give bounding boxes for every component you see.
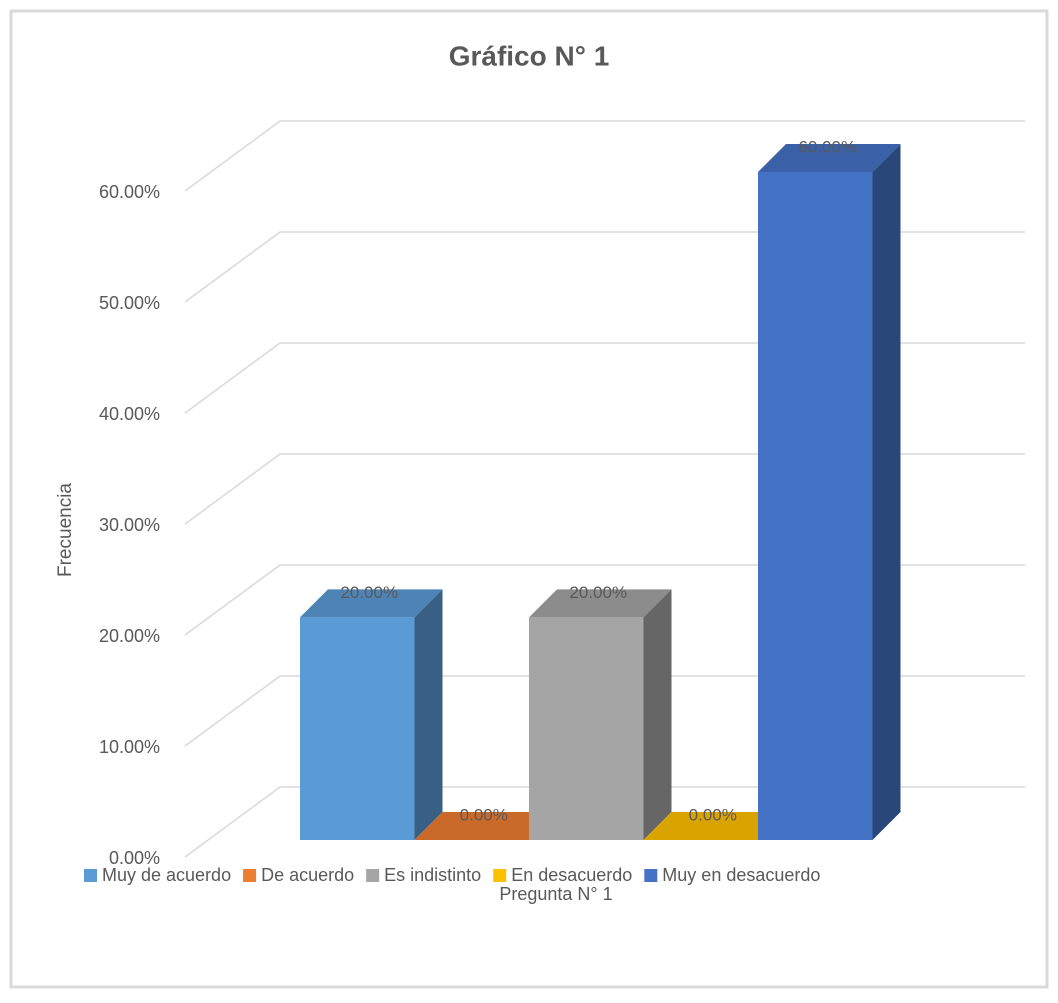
bar-top [643, 812, 786, 840]
bar [529, 617, 644, 840]
y-tick-label: 60.00% [99, 182, 160, 202]
y-tick-label: 30.00% [99, 515, 160, 535]
data-label: 20.00% [569, 583, 627, 602]
bar-top [529, 589, 672, 618]
bar [758, 172, 873, 840]
data-label: 0.00% [460, 805, 508, 824]
legend-swatch [243, 869, 257, 882]
legend-label: En desacuerdo [511, 865, 632, 885]
legend-label: Es indistinto [384, 865, 481, 885]
legend-label: De acuerdo [261, 865, 354, 885]
bar [300, 617, 415, 840]
legend-swatch [366, 869, 380, 882]
data-label: 20.00% [340, 583, 398, 602]
y-axis-title: Frecuencia [55, 483, 76, 577]
data-label: 60.00% [798, 137, 856, 156]
y-tick-label: 40.00% [99, 404, 160, 424]
legend-label: Muy en desacuerdo [662, 865, 820, 885]
y-tick-label: 10.00% [99, 737, 160, 757]
bar-side [643, 589, 672, 840]
legend-label: Muy de acuerdo [102, 865, 231, 885]
legend-swatch [644, 869, 658, 882]
bar-side [414, 589, 443, 840]
y-tick-label: 0.00% [109, 848, 160, 868]
legend-swatch [493, 869, 507, 882]
y-tick-label: 20.00% [99, 626, 160, 646]
grid-line [184, 120, 1025, 192]
y-tick-label: 50.00% [99, 293, 160, 313]
bar-top [758, 144, 901, 172]
bar-top [300, 589, 443, 618]
bar-side [872, 144, 901, 840]
bar-top [414, 812, 557, 840]
x-tick-label: Pregunta N° 1 [499, 884, 612, 904]
legend-swatch [84, 869, 97, 882]
data-label: 0.00% [689, 805, 737, 824]
chart-title: Gráfico N° 1 [449, 40, 610, 71]
